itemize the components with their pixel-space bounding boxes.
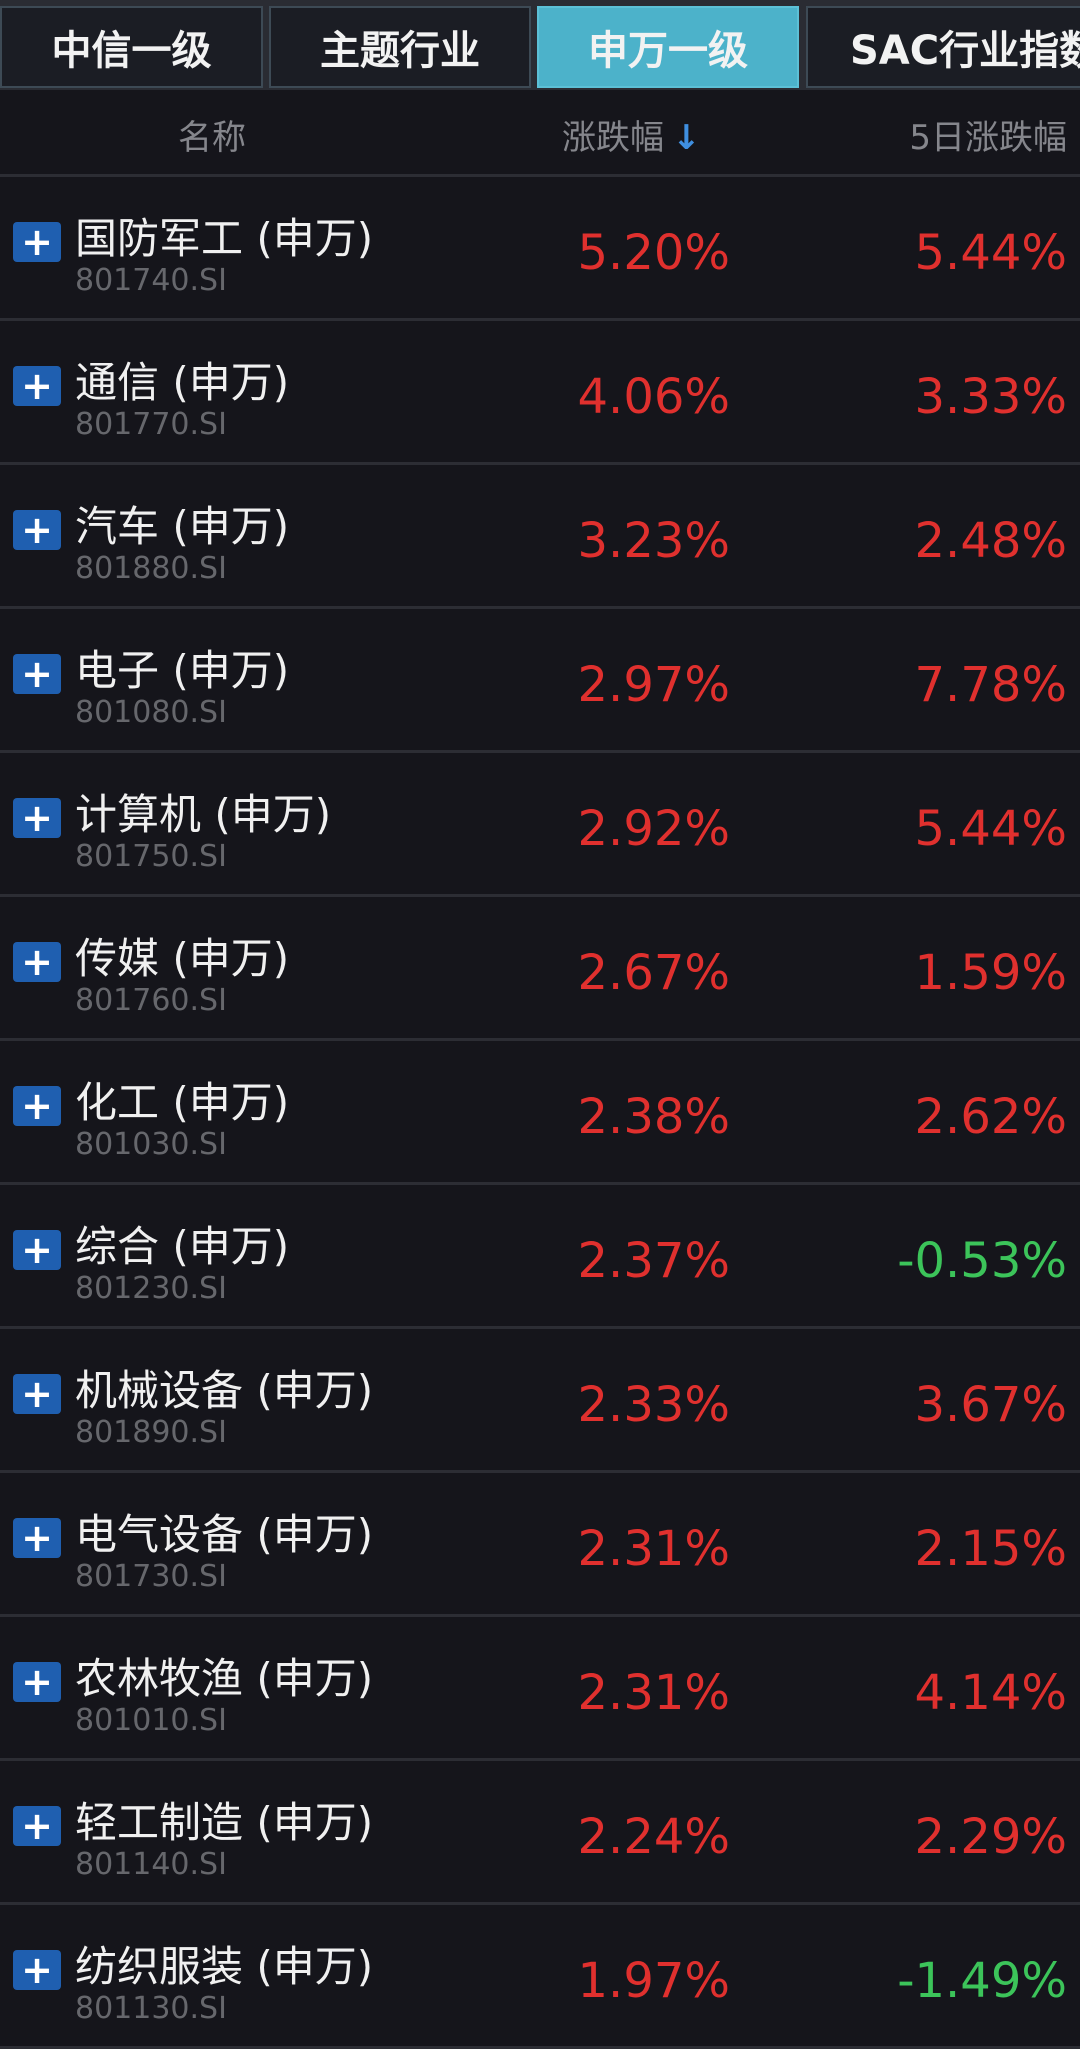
change-5d-value: 5.44% (914, 801, 1067, 857)
column-change-label: 涨跌幅 (562, 118, 664, 158)
industry-name: 综合 (申万) (75, 1222, 290, 1271)
change-5d-value: -1.49% (897, 1953, 1067, 2009)
change-5d-value: 5.44% (914, 225, 1067, 281)
tab-bar: 中信一级 主题行业 申万一级 SAC行业指数 (0, 0, 1080, 90)
industry-name: 计算机 (申万) (75, 790, 332, 839)
industry-name: 电气设备 (申万) (75, 1510, 374, 1559)
industry-code: 801230.SI (75, 1271, 227, 1306)
change-5d-value: 2.29% (914, 1809, 1067, 1865)
tab-theme-industry[interactable]: 主题行业 (269, 6, 531, 88)
add-watchlist-plus-icon[interactable]: + (13, 1086, 61, 1126)
table-row[interactable]: + 国防军工 (申万) 801740.SI 5.20% 5.44% (0, 177, 1080, 321)
change-value: 2.31% (577, 1521, 730, 1577)
table-row[interactable]: + 机械设备 (申万) 801890.SI 2.33% 3.67% (0, 1329, 1080, 1473)
add-watchlist-plus-icon[interactable]: + (13, 942, 61, 982)
tab-shenwan-level1[interactable]: 申万一级 (537, 6, 799, 88)
industry-name: 通信 (申万) (75, 358, 290, 407)
table-row[interactable]: + 传媒 (申万) 801760.SI 2.67% 1.59% (0, 897, 1080, 1041)
add-watchlist-plus-icon[interactable]: + (13, 1950, 61, 1990)
change-5d-value: 3.33% (914, 369, 1067, 425)
tab-citic-level1[interactable]: 中信一级 (0, 6, 263, 88)
industry-code: 801750.SI (75, 839, 227, 874)
arrow-down-icon: ↓ (672, 118, 701, 158)
change-5d-value: 3.67% (914, 1377, 1067, 1433)
industry-name: 传媒 (申万) (75, 934, 290, 983)
change-value: 1.97% (577, 1953, 730, 2009)
column-change-5d[interactable]: 5日涨跌幅 (909, 118, 1067, 158)
add-watchlist-plus-icon[interactable]: + (13, 1806, 61, 1846)
table-row[interactable]: + 综合 (申万) 801230.SI 2.37% -0.53% (0, 1185, 1080, 1329)
column-change[interactable]: 涨跌幅 ↓ (562, 110, 701, 159)
industry-code: 801080.SI (75, 695, 227, 730)
add-watchlist-plus-icon[interactable]: + (13, 1518, 61, 1558)
add-watchlist-plus-icon[interactable]: + (13, 366, 61, 406)
change-5d-value: 7.78% (914, 657, 1067, 713)
change-value: 2.24% (577, 1809, 730, 1865)
industry-code: 801130.SI (75, 1991, 227, 2026)
change-value: 2.37% (577, 1233, 730, 1289)
add-watchlist-plus-icon[interactable]: + (13, 1230, 61, 1270)
add-watchlist-plus-icon[interactable]: + (13, 222, 61, 262)
add-watchlist-plus-icon[interactable]: + (13, 1662, 61, 1702)
industry-code: 801030.SI (75, 1127, 227, 1162)
industry-name: 化工 (申万) (75, 1078, 290, 1127)
industry-code: 801140.SI (75, 1847, 227, 1882)
change-value: 5.20% (577, 225, 730, 281)
change-5d-value: 2.48% (914, 513, 1067, 569)
change-value: 4.06% (577, 369, 730, 425)
table-row[interactable]: + 电子 (申万) 801080.SI 2.97% 7.78% (0, 609, 1080, 753)
industry-name: 电子 (申万) (75, 646, 290, 695)
add-watchlist-plus-icon[interactable]: + (13, 1374, 61, 1414)
industry-name: 轻工制造 (申万) (75, 1798, 374, 1847)
column-header: 名称 涨跌幅 ↓ 5日涨跌幅 (0, 90, 1080, 177)
change-5d-value: 1.59% (914, 945, 1067, 1001)
industry-code: 801890.SI (75, 1415, 227, 1450)
add-watchlist-plus-icon[interactable]: + (13, 798, 61, 838)
table-row[interactable]: + 农林牧渔 (申万) 801010.SI 2.31% 4.14% (0, 1617, 1080, 1761)
table-row[interactable]: + 电气设备 (申万) 801730.SI 2.31% 2.15% (0, 1473, 1080, 1617)
table-row[interactable]: + 计算机 (申万) 801750.SI 2.92% 5.44% (0, 753, 1080, 897)
industry-name: 汽车 (申万) (75, 502, 290, 551)
industry-code: 801010.SI (75, 1703, 227, 1738)
change-5d-value: 2.62% (914, 1089, 1067, 1145)
tab-sac-industry-index[interactable]: SAC行业指数 (806, 6, 1080, 88)
industry-name: 国防军工 (申万) (75, 214, 374, 263)
industry-code: 801760.SI (75, 983, 227, 1018)
industry-name: 农林牧渔 (申万) (75, 1654, 374, 1703)
change-value: 2.33% (577, 1377, 730, 1433)
change-value: 2.97% (577, 657, 730, 713)
add-watchlist-plus-icon[interactable]: + (13, 510, 61, 550)
table-row[interactable]: + 轻工制造 (申万) 801140.SI 2.24% 2.29% (0, 1761, 1080, 1905)
change-5d-value: 2.15% (914, 1521, 1067, 1577)
industry-code: 801740.SI (75, 263, 227, 298)
column-name[interactable]: 名称 (178, 118, 246, 158)
change-value: 2.38% (577, 1089, 730, 1145)
table-row[interactable]: + 通信 (申万) 801770.SI 4.06% 3.33% (0, 321, 1080, 465)
add-watchlist-plus-icon[interactable]: + (13, 654, 61, 694)
change-5d-value: -0.53% (897, 1233, 1067, 1289)
industry-name: 纺织服装 (申万) (75, 1942, 374, 1991)
change-value: 2.67% (577, 945, 730, 1001)
change-5d-value: 4.14% (914, 1665, 1067, 1721)
change-value: 2.31% (577, 1665, 730, 1721)
table-row[interactable]: + 汽车 (申万) 801880.SI 3.23% 2.48% (0, 465, 1080, 609)
change-value: 3.23% (577, 513, 730, 569)
change-value: 2.92% (577, 801, 730, 857)
table-row[interactable]: + 化工 (申万) 801030.SI 2.38% 2.62% (0, 1041, 1080, 1185)
industry-name: 机械设备 (申万) (75, 1366, 374, 1415)
industry-code: 801770.SI (75, 407, 227, 442)
industry-code: 801730.SI (75, 1559, 227, 1594)
table-row[interactable]: + 纺织服装 (申万) 801130.SI 1.97% -1.49% (0, 1905, 1080, 2049)
industry-code: 801880.SI (75, 551, 227, 586)
